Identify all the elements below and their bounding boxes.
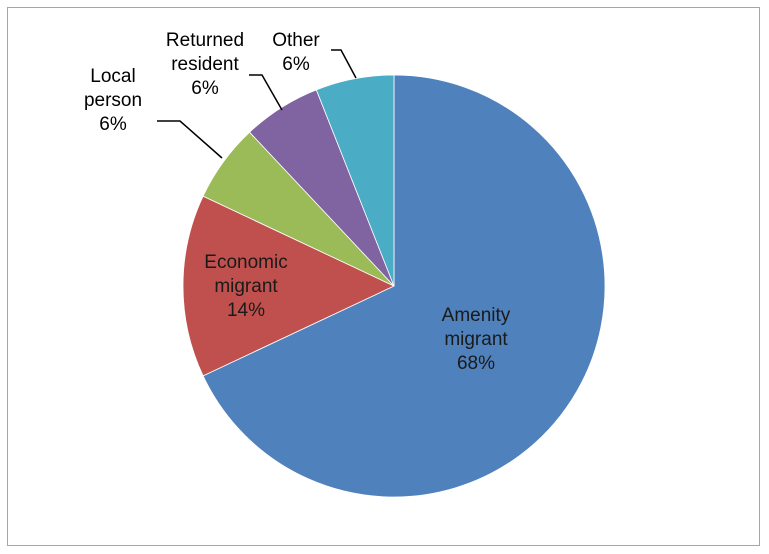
data-label-economic-migrant: Economic migrant 14%	[204, 252, 287, 321]
data-label-line: resident	[171, 54, 239, 75]
pie-slice-economic-migrant	[182, 195, 395, 377]
data-label-line: Economic	[204, 252, 287, 273]
data-label-line: 6%	[99, 114, 127, 135]
pie-slice-other	[315, 74, 395, 287]
leader-line-returned-resident	[249, 74, 283, 111]
data-label-line: Other	[272, 30, 320, 51]
data-label-line: Local	[90, 66, 135, 87]
data-label-line: 6%	[191, 78, 219, 99]
data-label-returned-resident: Returned resident 6%	[166, 30, 244, 99]
data-label-line: migrant	[444, 329, 508, 350]
pie-slice-amenity-migrant	[202, 74, 606, 498]
data-label-line: migrant	[214, 276, 278, 297]
data-label-line: person	[84, 90, 142, 111]
data-label-local-person: Local person 6%	[84, 66, 142, 135]
data-label-line: 14%	[227, 300, 265, 321]
data-label-line: 68%	[457, 353, 495, 374]
data-label-line: Amenity	[442, 305, 511, 326]
leader-line-local-person	[157, 120, 223, 159]
data-label-line: Returned	[166, 30, 244, 51]
data-label-other: Other 6%	[272, 30, 320, 75]
data-label-line: 6%	[282, 54, 310, 75]
data-label-amenity-migrant: Amenity migrant 68%	[442, 305, 511, 374]
leader-line-other	[331, 49, 357, 79]
